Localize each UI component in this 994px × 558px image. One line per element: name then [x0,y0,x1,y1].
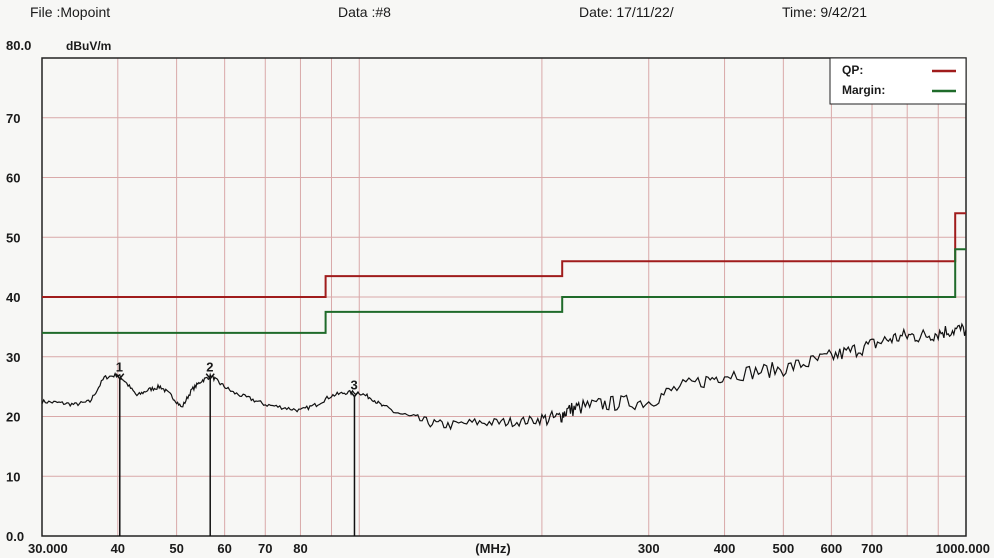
y-tick-label: 0.0 [6,529,24,544]
marker-label: 3 [350,378,357,393]
x-tick-label: 400 [714,541,736,556]
x-tick-label: 30.000 [28,541,68,556]
y-tick-label: 20 [6,410,20,425]
y-axis-ticks: 80.0 70 60 50 40 30 20 10 0.0 [6,38,31,544]
marker-label: 1 [116,360,123,375]
y-tick-label: 30 [6,350,20,365]
legend-box [829,57,967,105]
file-label: File :Mopoint [30,4,111,20]
x-tick-label: 80 [293,541,307,556]
x-tick-label: 600 [821,541,843,556]
y-tick-label: 50 [6,230,20,245]
y-tick-label: 60 [6,171,20,186]
series-qp [42,212,966,298]
data-label: Data :#8 [338,4,391,20]
legend-label: QP: [842,63,863,77]
x-axis-label: (MHz) [475,541,510,556]
marker-label: 2 [206,360,213,375]
x-tick-label: 1000.000 [936,541,990,556]
y-tick-label: 80.0 [6,38,31,53]
date-label: Date: 17/11/22/ [579,4,674,20]
marker-arrow [115,373,125,380]
legend: QP: Margin: [829,57,967,105]
y-tick-label: 40 [6,290,20,305]
legend-label: Margin: [842,83,885,97]
series-layer [41,212,967,431]
x-tick-label: 60 [217,541,231,556]
y-axis-label: dBuV/m [66,39,111,53]
series-margin [42,248,966,334]
markers: 1 2 3 [115,360,360,536]
x-tick-label: 700 [861,541,883,556]
x-tick-label: 500 [772,541,794,556]
x-axis-ticks: 30.000 40 50 60 70 80 300 400 500 600 700 1000.000 [28,541,990,556]
marker-arrow [205,373,215,380]
x-tick-label: 50 [169,541,183,556]
series-measurement [41,322,967,431]
y-tick-label: 70 [6,111,20,126]
time-label: Time: 9/42/21 [782,4,868,20]
x-tick-label: 70 [258,541,272,556]
x-tick-label: 40 [111,541,125,556]
marker-arrow [349,391,360,398]
y-tick-label: 10 [6,469,20,484]
x-tick-label: 300 [638,541,660,556]
